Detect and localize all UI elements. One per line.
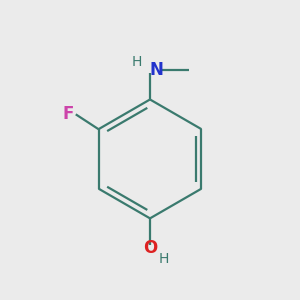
- Text: H: H: [131, 55, 142, 69]
- Text: H: H: [158, 252, 169, 266]
- Text: N: N: [149, 61, 163, 79]
- Text: O: O: [143, 239, 157, 257]
- Text: F: F: [63, 105, 74, 123]
